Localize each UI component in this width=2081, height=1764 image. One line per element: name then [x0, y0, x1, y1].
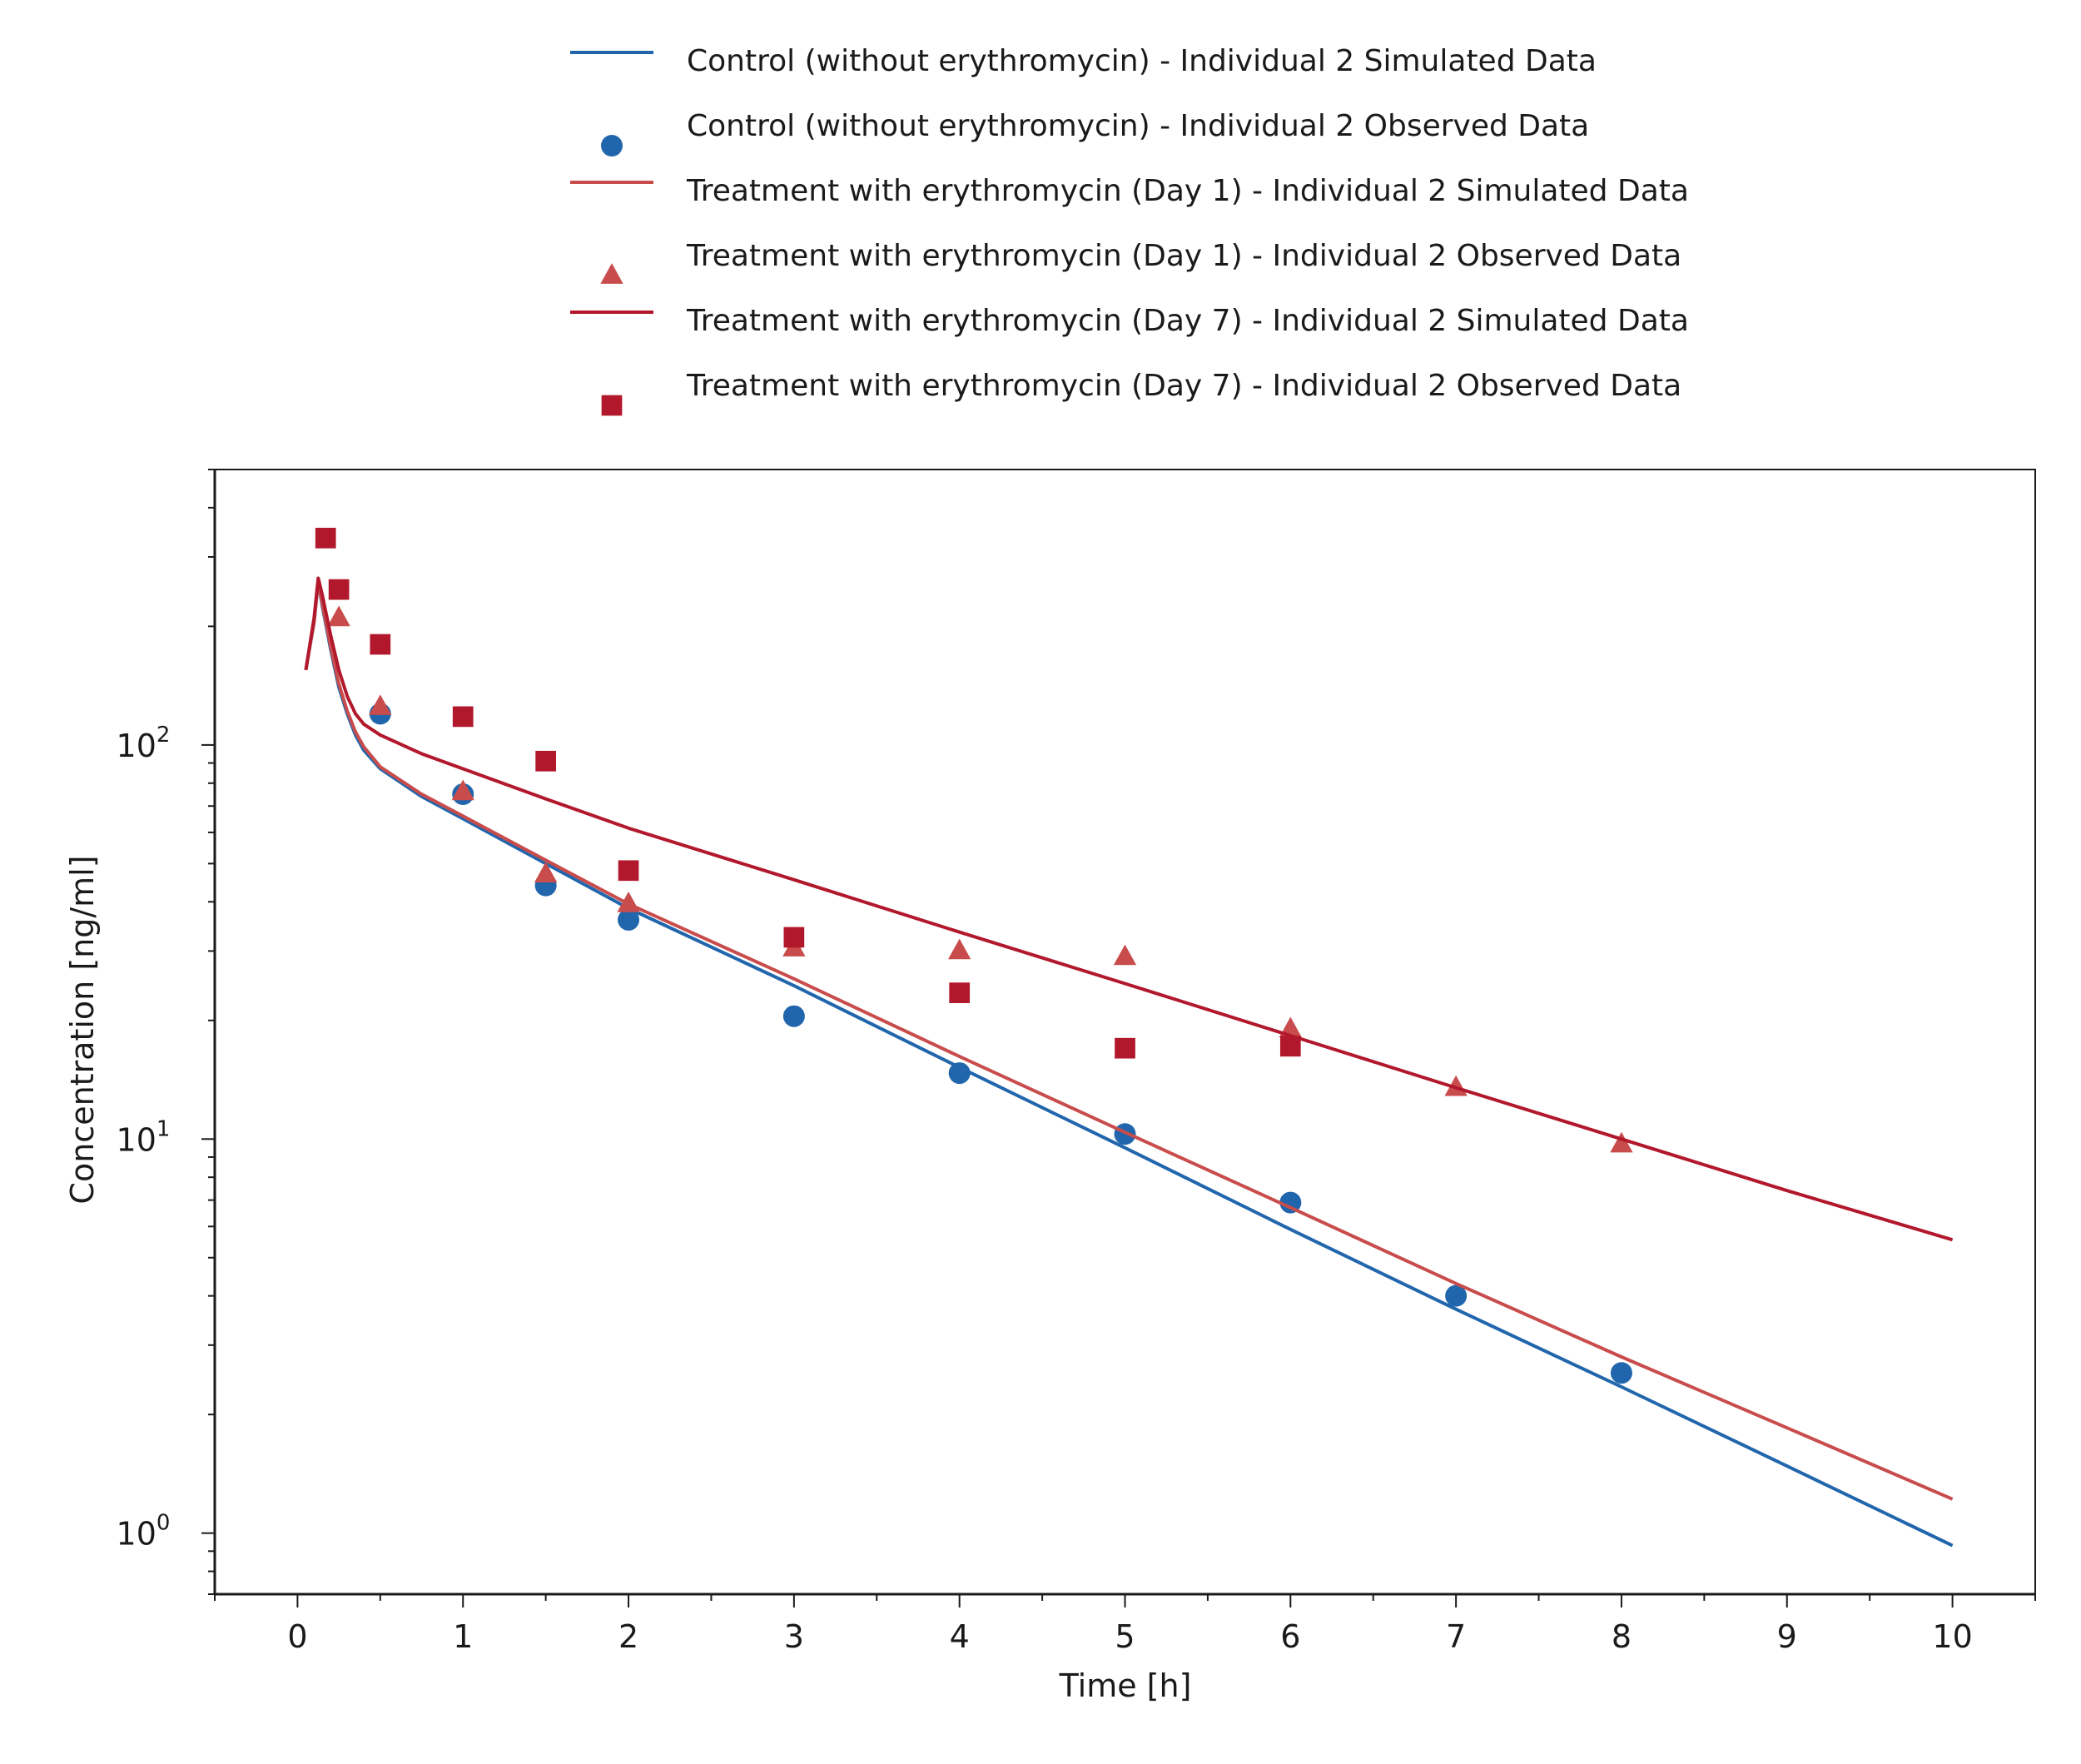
data-point-triangle	[534, 862, 558, 882]
series-0	[304, 579, 1954, 1548]
series-3	[327, 605, 1633, 1153]
x-tick-label: 8	[1612, 1618, 1632, 1655]
data-point-square	[315, 527, 336, 549]
data-point-circle	[1445, 1284, 1468, 1307]
series-line	[304, 576, 1954, 1242]
data-point-circle	[782, 1005, 805, 1027]
data-point-triangle	[948, 938, 971, 960]
y-tick-label: 102	[117, 723, 171, 764]
data-point-square	[783, 927, 805, 948]
x-tick-label: 6	[1280, 1618, 1300, 1655]
data-point-triangle	[1610, 1131, 1633, 1153]
x-tick-label: 0	[287, 1618, 307, 1655]
x-tick-label: 10	[1932, 1618, 1972, 1655]
data-point-square	[1279, 1036, 1301, 1057]
legend-swatch	[570, 311, 653, 314]
plot-frame	[213, 469, 2036, 1596]
data-point-circle	[948, 1062, 971, 1085]
legend-label: Control (without erythromycin) - Individ…	[687, 109, 1590, 143]
legend-swatch	[570, 51, 653, 54]
x-tick-label: 2	[618, 1618, 638, 1655]
plot-area-border	[214, 469, 2036, 1595]
legend-swatch	[601, 395, 623, 416]
data-point-square	[1115, 1037, 1135, 1059]
data-point-square	[618, 860, 639, 882]
series-2	[304, 579, 1954, 1501]
x-tick-label: 7	[1446, 1618, 1466, 1655]
data-point-square	[949, 982, 971, 1003]
x-tick-label: 5	[1115, 1618, 1135, 1655]
data-point-triangle	[1113, 944, 1137, 966]
data-point-square	[328, 579, 350, 600]
y-tick-label: 101	[117, 1116, 171, 1158]
y-axis: 100 101 102	[117, 469, 215, 1595]
series-layer	[304, 527, 1954, 1548]
data-point-circle	[1610, 1362, 1632, 1384]
x-axis-title: Time [h]	[1059, 1667, 1192, 1704]
legend-swatch	[601, 135, 623, 157]
data-point-circle	[1279, 1191, 1302, 1214]
x-axis: 0 1 2 3 4 5 6 7 8 9 10	[214, 1594, 2036, 1655]
legend-swatch	[570, 181, 653, 184]
legend-label: Treatment with erythromycin (Day 1) - In…	[687, 239, 1682, 273]
legend-marker-circle	[601, 135, 623, 157]
x-tick-label: 1	[453, 1618, 473, 1655]
series-line	[304, 579, 1954, 1501]
data-point-circle	[618, 908, 640, 931]
series-4	[304, 576, 1954, 1242]
data-point-square	[370, 634, 391, 655]
data-point-square	[452, 706, 474, 728]
data-point-triangle	[451, 779, 474, 801]
y-tick-label: 100	[117, 1511, 171, 1553]
legend-label: Treatment with erythromycin (Day 7) - In…	[687, 304, 1689, 338]
x-tick-label: 4	[950, 1618, 970, 1655]
legend-label: Control (without erythromycin) - Individ…	[687, 44, 1597, 78]
legend-marker-triangle	[600, 263, 623, 284]
legend-swatch	[600, 263, 623, 284]
data-point-square	[535, 750, 556, 772]
series-line	[304, 579, 1954, 1548]
x-tick-label: 9	[1777, 1618, 1797, 1655]
legend-label: Treatment with erythromycin (Day 7) - In…	[687, 369, 1682, 403]
legend-marker-square	[601, 395, 623, 416]
data-point-triangle	[617, 892, 640, 912]
data-point-triangle	[327, 605, 350, 627]
series-5	[315, 527, 1301, 1059]
legend-label: Treatment with erythromycin (Day 1) - In…	[687, 174, 1689, 208]
x-tick-label: 3	[784, 1618, 804, 1655]
y-axis-title: Concentration [ng/ml]	[64, 855, 101, 1204]
data-point-triangle	[369, 694, 392, 715]
